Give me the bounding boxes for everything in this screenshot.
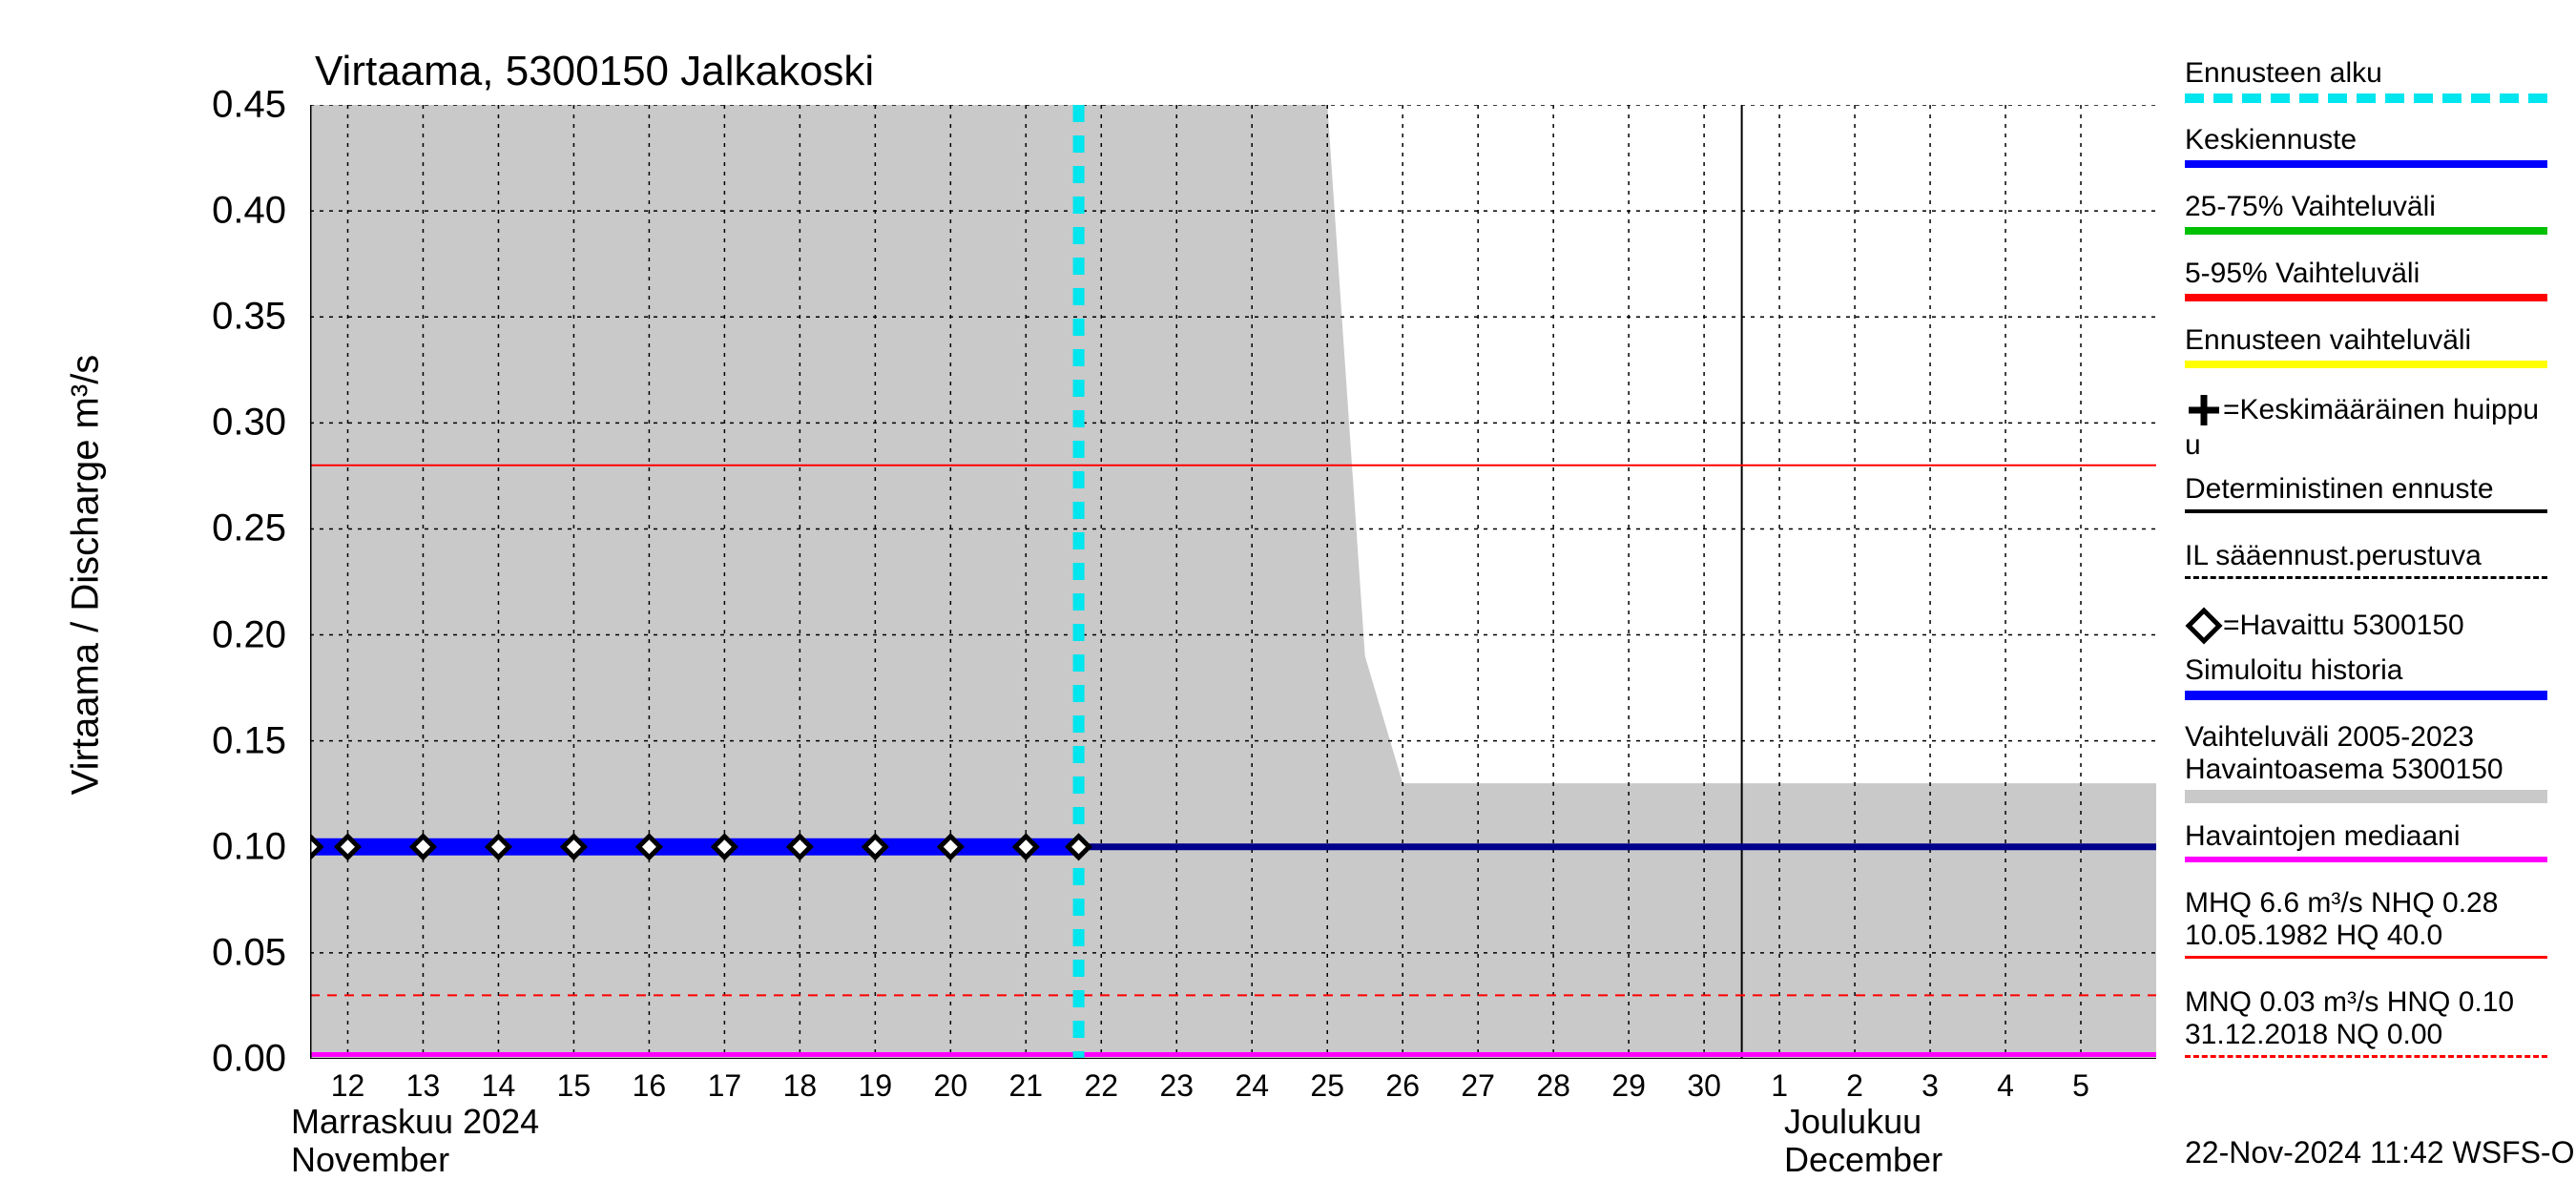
footer-timestamp: 22-Nov-2024 11:42 WSFS-O xyxy=(2185,1135,2574,1170)
y-tick-labels: 0.000.050.100.150.200.250.300.350.400.45 xyxy=(0,0,286,1145)
legend-item: MNQ 0.03 m³/s HNQ 0.1031.12.2018 NQ 0.00 xyxy=(2185,986,2566,1058)
x-tick-label: 22 xyxy=(1084,1068,1118,1104)
x-tick-label: 15 xyxy=(557,1068,592,1104)
legend-swatch-line xyxy=(2185,227,2547,235)
x-tick-label: 14 xyxy=(482,1068,516,1104)
y-tick-label: 0.15 xyxy=(0,719,286,762)
y-tick-label: 0.10 xyxy=(0,825,286,868)
month2-fi: Joulukuu xyxy=(1784,1102,1922,1142)
y-tick-label: 0.40 xyxy=(0,190,286,233)
legend-item: 5-95% Vaihteluväli xyxy=(2185,258,2566,301)
x-tick-label: 13 xyxy=(406,1068,441,1104)
y-tick-label: 0.45 xyxy=(0,84,286,127)
x-tick-label: 21 xyxy=(1009,1068,1044,1104)
month1-fi: Marraskuu 2024 xyxy=(291,1102,539,1142)
x-tick-label: 23 xyxy=(1159,1068,1194,1104)
legend-item: =Keskimääräinen huippuu xyxy=(2185,391,2566,462)
x-tick-labels: 1213141516171819202122232425262728293012… xyxy=(0,1068,2576,1107)
legend-label: MNQ 0.03 m³/s HNQ 0.10 xyxy=(2185,986,2566,1019)
y-tick-label: 0.25 xyxy=(0,507,286,550)
y-tick-label: 0.30 xyxy=(0,402,286,445)
y-tick-label: 0.35 xyxy=(0,296,286,339)
y-tick-label: 0.05 xyxy=(0,931,286,974)
legend-swatch-line xyxy=(2185,361,2547,368)
legend-label: Simuloitu historia xyxy=(2185,654,2566,687)
x-tick-label: 5 xyxy=(2072,1068,2089,1104)
legend-swatch-line xyxy=(2185,509,2547,513)
x-tick-label: 19 xyxy=(859,1068,893,1104)
x-tick-label: 28 xyxy=(1536,1068,1570,1104)
legend-swatch-line xyxy=(2185,576,2547,579)
legend-sublabel: Havaintoasema 5300150 xyxy=(2185,754,2566,786)
x-tick-label: 2 xyxy=(1846,1068,1863,1104)
x-tick-label: 18 xyxy=(783,1068,818,1104)
legend-item: IL sääennust.perustuva xyxy=(2185,540,2566,579)
legend-item: Vaihteluväli 2005-2023 Havaintoasema 530… xyxy=(2185,721,2566,803)
legend-label: Ennusteen alku xyxy=(2185,57,2566,90)
legend-item: =Havaittu 5300150 xyxy=(2185,607,2566,645)
x-tick-label: 12 xyxy=(331,1068,365,1104)
diamond-icon xyxy=(2185,607,2223,645)
month2-en: December xyxy=(1784,1140,1942,1180)
legend-label: Vaihteluväli 2005-2023 xyxy=(2185,721,2566,754)
legend-swatch-line xyxy=(2185,294,2547,301)
y-tick-label: 0.20 xyxy=(0,613,286,656)
x-tick-label: 30 xyxy=(1687,1068,1721,1104)
x-tick-label: 17 xyxy=(708,1068,742,1104)
x-tick-label: 25 xyxy=(1310,1068,1344,1104)
legend-label-cont: u xyxy=(2185,429,2566,462)
legend-item: Deterministinen ennuste xyxy=(2185,473,2566,513)
x-tick-label: 29 xyxy=(1611,1068,1646,1104)
legend-label: =Havaittu 5300150 xyxy=(2223,610,2464,642)
x-tick-label: 4 xyxy=(1997,1068,2014,1104)
legend-item: MHQ 6.6 m³/s NHQ 0.2810.05.1982 HQ 40.0 xyxy=(2185,887,2566,959)
legend-label: =Keskimääräinen huippu xyxy=(2223,394,2539,426)
legend-swatch-line xyxy=(2185,857,2547,862)
chart-title: Virtaama, 5300150 Jalkakoski xyxy=(315,48,874,95)
legend-swatch-line xyxy=(2185,956,2547,959)
x-tick-label: 27 xyxy=(1461,1068,1495,1104)
legend-label: MHQ 6.6 m³/s NHQ 0.28 xyxy=(2185,887,2566,920)
legend-swatch-line xyxy=(2185,160,2547,168)
legend-swatch-line xyxy=(2185,691,2547,700)
legend-item: Keskiennuste xyxy=(2185,124,2566,168)
plus-icon xyxy=(2185,391,2223,429)
x-tick-label: 20 xyxy=(934,1068,968,1104)
legend-sublabel: 31.12.2018 NQ 0.00 xyxy=(2185,1019,2566,1051)
legend-label: Havaintojen mediaani xyxy=(2185,820,2566,853)
legend-label: Ennusteen vaihteluväli xyxy=(2185,324,2566,357)
x-tick-label: 3 xyxy=(1922,1068,1939,1104)
legend-swatch-line xyxy=(2185,93,2547,103)
x-tick-label: 26 xyxy=(1385,1068,1420,1104)
legend-swatch-line xyxy=(2185,1055,2547,1058)
legend-item: Ennusteen vaihteluväli xyxy=(2185,324,2566,368)
legend-item: Ennusteen alku xyxy=(2185,57,2566,103)
month1-en: November xyxy=(291,1140,449,1180)
legend-item: Havaintojen mediaani xyxy=(2185,820,2566,862)
legend-label: IL sääennust.perustuva xyxy=(2185,540,2566,572)
legend-label: Deterministinen ennuste xyxy=(2185,473,2566,506)
chart-container: Virtaama / Discharge m³/s 0.000.050.100.… xyxy=(0,0,2576,1145)
x-tick-label: 16 xyxy=(633,1068,667,1104)
legend-item: Simuloitu historia xyxy=(2185,654,2566,700)
plot-area xyxy=(310,105,2156,1059)
legend-label: 25-75% Vaihteluväli xyxy=(2185,191,2566,223)
legend-swatch-box xyxy=(2185,790,2547,803)
x-tick-label: 24 xyxy=(1235,1068,1269,1104)
legend-item: 25-75% Vaihteluväli xyxy=(2185,191,2566,235)
legend-label: 5-95% Vaihteluväli xyxy=(2185,258,2566,290)
x-tick-label: 1 xyxy=(1771,1068,1788,1104)
legend-sublabel: 10.05.1982 HQ 40.0 xyxy=(2185,920,2566,952)
legend-label: Keskiennuste xyxy=(2185,124,2566,156)
